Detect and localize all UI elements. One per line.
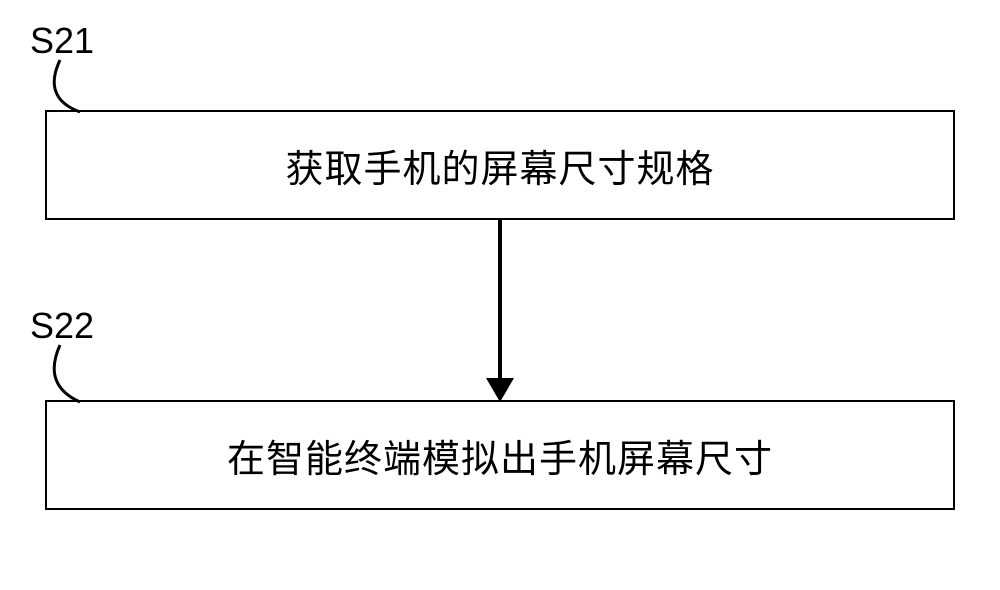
step-text-s22: 在智能终端模拟出手机屏幕尺寸 bbox=[227, 428, 773, 483]
flowchart-canvas: S21 获取手机的屏幕尺寸规格 S22 在智能终端模拟出手机屏幕尺寸 bbox=[0, 0, 1000, 590]
step-box-s22: 在智能终端模拟出手机屏幕尺寸 bbox=[45, 400, 955, 510]
